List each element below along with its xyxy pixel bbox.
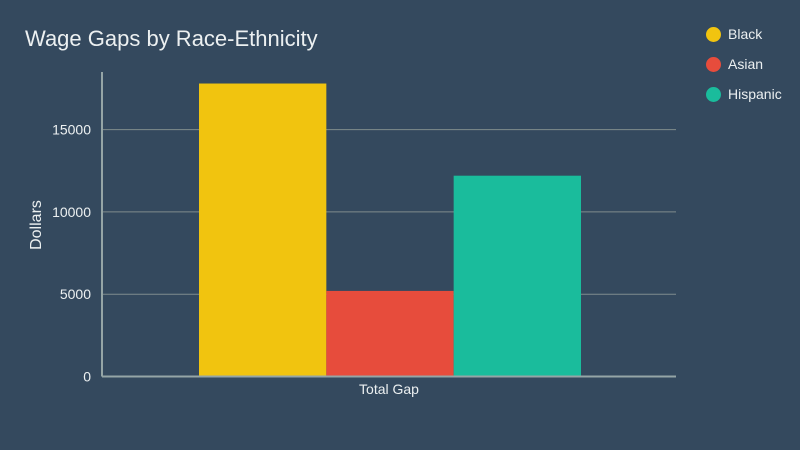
x-tick-label: Total Gap: [359, 381, 419, 397]
bar-black: [199, 83, 327, 377]
legend-swatch: [706, 86, 721, 102]
y-tick-label: 5000: [60, 286, 91, 302]
y-axis-title: Dollars: [28, 200, 45, 250]
y-tick-label: 10000: [52, 204, 91, 220]
legend-item-black: Black: [706, 25, 782, 43]
y-tick-label: 15000: [52, 122, 91, 138]
bar-asian: [326, 290, 454, 377]
legend-label: Asian: [728, 56, 764, 72]
legend-item-hispanic: Hispanic: [706, 85, 782, 103]
axes: [101, 72, 676, 378]
x-tick-labels: Total Gap: [359, 381, 419, 397]
legend-swatch: [706, 56, 721, 72]
chart-title: Wage Gaps by Race-Ethnicity: [25, 26, 318, 51]
legend-label: Hispanic: [728, 86, 782, 102]
bar-hispanic: [453, 175, 581, 377]
legend-swatch: [706, 26, 721, 42]
legend: Black Asian Hispanic: [706, 25, 782, 115]
bars: [199, 83, 581, 377]
y-tick-label: 0: [83, 369, 91, 385]
legend-item-asian: Asian: [706, 55, 782, 73]
grid-lines: [102, 129, 676, 295]
y-tick-labels: 0 5000 10000 15000: [52, 122, 91, 385]
legend-label: Black: [728, 26, 763, 42]
